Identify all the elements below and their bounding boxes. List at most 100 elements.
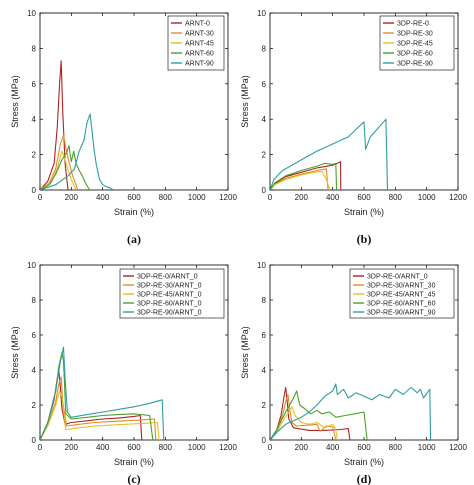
x-tick-label: 1000 bbox=[188, 193, 206, 202]
x-tick-label: 400 bbox=[326, 443, 340, 452]
legend-label: 3DP-RE-30/ARNT_0 bbox=[137, 283, 202, 290]
x-tick-label: 800 bbox=[389, 193, 403, 202]
y-tick-label: 10 bbox=[257, 9, 266, 18]
x-tick-label: 400 bbox=[96, 193, 110, 202]
panel-label: (d) bbox=[357, 472, 372, 485]
panel-label: (b) bbox=[357, 232, 372, 246]
legend-label: 3DP-RE-0/ARNT_0 bbox=[137, 274, 198, 281]
x-tick-label: 800 bbox=[159, 443, 173, 452]
y-tick-label: 4 bbox=[32, 115, 37, 124]
legend-label: 3DP-RE-0 bbox=[397, 21, 429, 28]
chart-panel-4: 0 200 400 600 800 1000 1200 0 2 4 6 8 10 Strain (%) St… bbox=[240, 261, 467, 485]
legend-label: ARNT-45 bbox=[185, 41, 214, 48]
y-tick-label: 6 bbox=[32, 331, 37, 340]
x-axis-label: Strain (%) bbox=[344, 207, 384, 217]
y-tick-label: 10 bbox=[257, 261, 266, 270]
y-tick-label: 2 bbox=[32, 401, 37, 410]
chart-panel-2: 0 200 400 600 800 1000 1200 0 2 4 6 8 10 Strain (%) St… bbox=[240, 9, 467, 246]
x-tick-label: 200 bbox=[65, 193, 79, 202]
x-tick-label: 600 bbox=[357, 443, 371, 452]
series-line bbox=[270, 118, 389, 190]
series-line bbox=[40, 346, 165, 440]
series-line bbox=[40, 390, 160, 440]
series-line bbox=[40, 376, 157, 440]
legend-box bbox=[349, 268, 455, 319]
y-axis-label: Stress (MPa) bbox=[240, 75, 250, 128]
legend-label: ARNT-0 bbox=[185, 21, 210, 28]
y-tick-label: 6 bbox=[262, 331, 267, 340]
series-line bbox=[40, 60, 69, 190]
x-tick-label: 200 bbox=[65, 443, 79, 452]
x-tick-label: 1000 bbox=[418, 443, 436, 452]
chart-panel-1: 0 200 400 600 800 1000 1200 0 2 4 6 8 10 Strain (%) St… bbox=[10, 9, 237, 246]
y-axis-label: Stress (MPa) bbox=[10, 326, 20, 379]
series-line bbox=[270, 393, 337, 440]
y-axis-label: Stress (MPa) bbox=[10, 75, 20, 128]
y-tick-label: 8 bbox=[32, 44, 37, 53]
x-tick-label: 0 bbox=[268, 443, 273, 452]
x-tick-label: 800 bbox=[389, 443, 403, 452]
y-tick-label: 8 bbox=[262, 296, 267, 305]
y-tick-label: 4 bbox=[262, 366, 267, 375]
series-line bbox=[270, 386, 351, 440]
x-tick-label: 1200 bbox=[219, 193, 237, 202]
y-tick-label: 6 bbox=[262, 80, 267, 89]
x-tick-label: 800 bbox=[159, 193, 173, 202]
y-tick-label: 8 bbox=[32, 296, 37, 305]
x-tick-label: 200 bbox=[295, 193, 309, 202]
legend-label: 3DP-RE-45 bbox=[397, 41, 433, 48]
y-tick-label: 4 bbox=[262, 115, 267, 124]
x-tick-label: 0 bbox=[268, 193, 273, 202]
x-tick-label: 600 bbox=[357, 193, 371, 202]
y-tick-label: 4 bbox=[32, 366, 37, 375]
legend-label: 3DP-RE-30 bbox=[397, 31, 433, 38]
y-axis-label: Stress (MPa) bbox=[240, 326, 250, 379]
legend-label: 3DP-RE-45/ARNT_45 bbox=[367, 292, 436, 299]
legend-label: ARNT-90 bbox=[185, 61, 214, 68]
series-line bbox=[40, 145, 91, 190]
y-tick-label: 2 bbox=[262, 401, 267, 410]
series-line bbox=[270, 383, 432, 440]
y-tick-label: 8 bbox=[262, 44, 267, 53]
x-tick-label: 600 bbox=[127, 443, 141, 452]
legend-label: 3DP-RE-90 bbox=[397, 61, 433, 68]
series-line bbox=[270, 170, 331, 190]
y-tick-label: 2 bbox=[262, 151, 267, 160]
y-tick-label: 10 bbox=[27, 261, 36, 270]
legend-box bbox=[119, 268, 225, 319]
legend-label: 3DP-RE-60/ARNT_0 bbox=[137, 301, 202, 308]
y-tick-label: 6 bbox=[32, 80, 37, 89]
y-tick-label: 10 bbox=[27, 9, 36, 18]
legend-label: 3DP-RE-90/ARNT_0 bbox=[137, 310, 202, 317]
x-tick-label: 0 bbox=[38, 443, 43, 452]
series-line bbox=[270, 406, 338, 440]
x-tick-label: 0 bbox=[38, 193, 43, 202]
legend-label: 3DP-RE-90/ARNT_90 bbox=[367, 310, 436, 317]
series-line bbox=[270, 390, 368, 440]
series-line bbox=[270, 162, 338, 190]
x-axis-label: Strain (%) bbox=[344, 457, 384, 467]
y-tick-label: 0 bbox=[32, 436, 37, 445]
y-tick-label: 0 bbox=[262, 436, 267, 445]
series-line bbox=[40, 113, 114, 190]
x-tick-label: 200 bbox=[295, 443, 309, 452]
legend-label: ARNT-60 bbox=[185, 51, 214, 58]
series-line bbox=[270, 161, 342, 190]
chart-panel-3: 0 200 400 600 800 1000 1200 0 2 4 6 8 10 Strain (%) St… bbox=[10, 261, 237, 485]
legend-label: ARNT-30 bbox=[185, 31, 214, 38]
legend-label: 3DP-RE-45/ARNT_0 bbox=[137, 292, 202, 299]
x-tick-label: 1000 bbox=[418, 193, 436, 202]
legend-label: 3DP-RE-30/ARNT_30 bbox=[367, 283, 436, 290]
x-tick-label: 1000 bbox=[188, 443, 206, 452]
x-tick-label: 1200 bbox=[449, 193, 467, 202]
y-tick-label: 2 bbox=[32, 151, 37, 160]
legend-label: 3DP-RE-0/ARNT_0 bbox=[367, 274, 428, 281]
panel-label: (a) bbox=[127, 232, 141, 246]
panel-label: (c) bbox=[127, 472, 140, 485]
x-tick-label: 400 bbox=[96, 443, 110, 452]
x-tick-label: 400 bbox=[326, 193, 340, 202]
x-tick-label: 1200 bbox=[219, 443, 237, 452]
x-axis-label: Strain (%) bbox=[114, 207, 154, 217]
series-line bbox=[40, 134, 79, 190]
